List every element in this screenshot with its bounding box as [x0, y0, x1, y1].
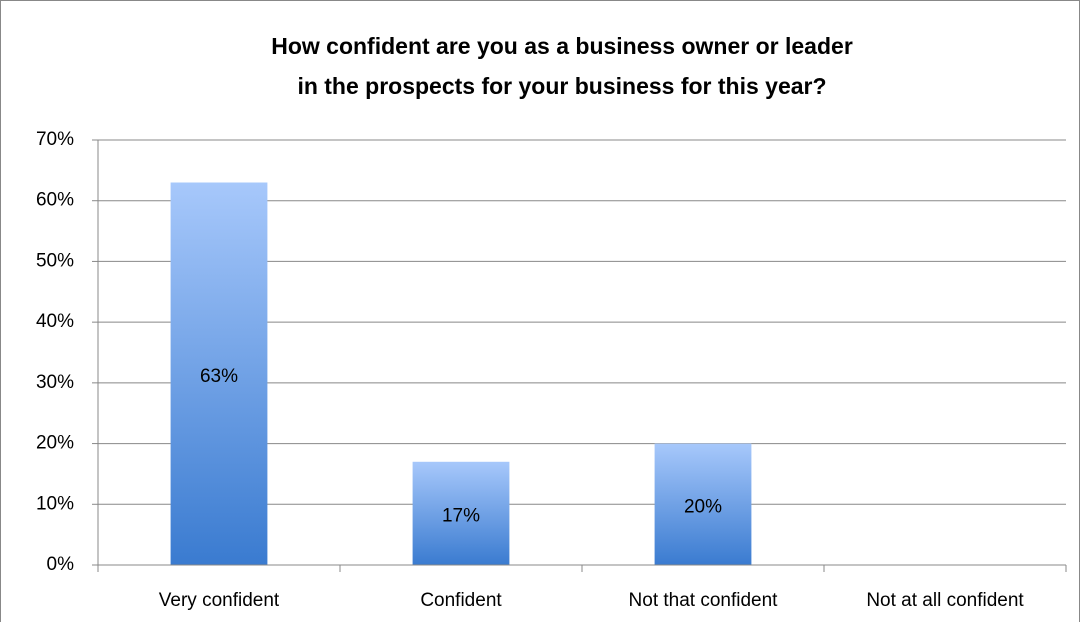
y-tick-label: 50%: [36, 250, 74, 271]
y-tick-label: 20%: [36, 433, 74, 454]
chart-title: in the prospects for your business for t…: [297, 73, 826, 99]
data-label: 17%: [442, 505, 480, 526]
y-tick-label: 60%: [36, 190, 74, 211]
y-tick-label: 70%: [36, 129, 74, 150]
x-tick-label: Not that confident: [629, 590, 779, 611]
bar: [412, 461, 510, 565]
y-tick-label: 10%: [36, 493, 74, 514]
x-tick-label: Confident: [420, 590, 502, 611]
chart-title: How confident are you as a business owne…: [271, 33, 853, 59]
data-label: 20%: [684, 496, 722, 517]
x-tick-label: Not at all confident: [866, 590, 1024, 611]
data-label: 63%: [200, 366, 238, 387]
y-tick-label: 40%: [36, 311, 74, 332]
y-tick-label: 30%: [36, 372, 74, 393]
bar: [654, 443, 752, 565]
y-tick-label: 0%: [47, 554, 75, 575]
x-tick-label: Very confident: [159, 590, 280, 611]
bar: [170, 182, 268, 565]
